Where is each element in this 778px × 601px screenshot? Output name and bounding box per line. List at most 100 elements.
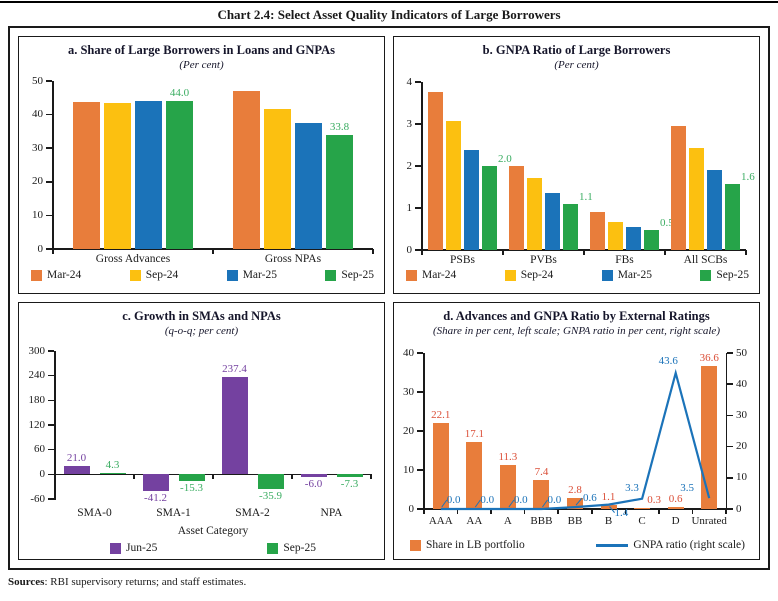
line-value-label: 0.0 — [446, 494, 461, 506]
bar-mar-25-1 — [545, 193, 560, 250]
y-axis-tick — [46, 147, 52, 149]
bar-sep-25-3 — [725, 184, 740, 250]
category-label: All SCBs — [683, 254, 728, 266]
y-axis-line — [423, 353, 425, 510]
y-tick-label: 4 — [406, 75, 413, 88]
bar-share-7 — [667, 506, 684, 509]
top-rule — [0, 1, 778, 3]
legend-label: Mar-24 — [47, 269, 82, 281]
y-tick-label: 1 — [406, 201, 413, 214]
x-axis-tick — [502, 250, 504, 255]
bar-mar-25-0 — [135, 101, 162, 249]
panel-d-advances-by-rating: d. Advances and GNPA Ratio by External R… — [393, 302, 760, 560]
legend-swatch — [504, 269, 516, 281]
bar-value-label: 1.1 — [579, 190, 593, 203]
x-axis-tick — [52, 249, 54, 254]
bar-sep-25-0 — [166, 101, 193, 249]
y-tick-label: 0 — [408, 502, 415, 515]
plot-area-d: 0 10 20 30 40 0 10 20 30 40 50 22.1 AAA 17.1 AA 11.3 A 7.… — [403, 347, 747, 528]
category-label: Gross Advances — [95, 253, 171, 265]
bar-mar-24-2 — [590, 211, 605, 250]
x-axis-tick — [691, 509, 694, 514]
x-axis-tick — [658, 509, 660, 514]
bar-value-label: 17.1 — [464, 428, 484, 441]
bar-value-label: 21.0 — [66, 451, 87, 464]
bar-sep-24-0 — [104, 103, 131, 249]
legend-item: Jun-25 — [110, 542, 157, 554]
y-axis-tick — [415, 123, 421, 125]
sources-note: Sources: RBI supervisory returns; and st… — [8, 576, 246, 588]
bar-mar-24-1 — [509, 166, 524, 250]
bar-jun-25-2 — [221, 376, 248, 475]
y-axis-tick — [48, 424, 54, 426]
y-axis-line — [421, 82, 423, 251]
bar-sep-24-2 — [608, 222, 623, 250]
y-axis-tick — [48, 374, 54, 377]
legend-swatch — [129, 269, 141, 281]
legend-swatch — [410, 539, 421, 551]
y-tick-label: 50 — [32, 74, 43, 87]
bar-value-label: 44.0 — [169, 87, 190, 100]
bar-value-label: 0.6 — [668, 492, 683, 505]
panel-c-subtitle: (q-o-q; per cent) — [164, 325, 239, 337]
x-axis-tick — [291, 474, 293, 480]
plot-area-c: -60 0 60 120 180 240 300 21.0 4.3 SMA-0 -41.2 -15.3… — [29, 345, 372, 519]
bar-value-label: 33.8 — [329, 121, 350, 134]
legend-swatch — [267, 542, 279, 554]
legend-swatch — [226, 269, 238, 281]
y-axis-tick — [417, 469, 423, 471]
right-tick-label: 40 — [736, 377, 747, 390]
y-axis-tick — [415, 207, 421, 209]
sources-text: : RBI supervisory returns; and staff est… — [44, 576, 247, 588]
legend-label: Share in LB portfolio — [426, 539, 525, 551]
line-value-label: 43.6 — [658, 354, 678, 367]
legend-label: Mar-24 — [422, 269, 457, 281]
panel-d-title: d. Advances and GNPA Ratio by External R… — [443, 309, 710, 323]
y-tick-label: 40 — [32, 108, 43, 121]
right-axis-tick — [727, 383, 733, 385]
bar-jun-25-3 — [300, 474, 327, 477]
legend-swatch — [325, 269, 337, 281]
panel-b-gnpa-ratio: b. GNPA Ratio of Large Borrowers (Per ce… — [393, 36, 760, 294]
legend: Mar-24 Sep-24 Mar-25 Sep-25 — [406, 269, 749, 281]
category-label: B — [604, 515, 613, 527]
bar-value-label: -7.3 — [340, 478, 359, 491]
right-axis-tick — [727, 414, 733, 417]
panel-d-subtitle: (Share in per cent, left scale; GNPA rat… — [433, 325, 720, 337]
y-axis-tick — [46, 113, 52, 116]
y-tick-label: 20 — [32, 175, 43, 188]
bar-value-label: -35.9 — [259, 490, 282, 503]
legend-item: Sep-25 — [325, 269, 374, 281]
bar-sep-25-0 — [99, 472, 126, 475]
gnpa-ratio-line — [440, 368, 711, 513]
y-tick-label: 3 — [406, 117, 413, 130]
right-tick-label: 10 — [736, 471, 747, 484]
plot-area-b: 0 1 2 3 4 2.0 PSBs 1.1 PVBs 0.5 FBs 1.6 All SCBs — [407, 76, 755, 267]
bar-share-0 — [432, 422, 449, 509]
bar-share-3 — [533, 480, 550, 509]
bar-value-label: 0.3 — [647, 493, 661, 506]
page-title: Chart 2.4: Select Asset Quality Indicato… — [217, 7, 561, 22]
legend-item: Share in LB portfolio — [410, 539, 525, 551]
bar-share-1 — [466, 442, 483, 509]
bar-sep-24-3 — [689, 148, 704, 250]
x-axis-title: Asset Category — [177, 525, 249, 537]
right-tick-label: 30 — [736, 408, 747, 421]
plot-area-a: 0 10 20 30 40 50 44.0 Gross Advances 33.8 Gross N… — [32, 75, 374, 265]
legend-item: GNPA ratio (right scale) — [596, 539, 745, 551]
legend-swatch — [700, 269, 712, 281]
y-axis-tick — [48, 473, 54, 476]
panel-a-share-of-large-borrowers: a. Share of Large Borrowers in Loans and… — [18, 36, 385, 294]
y-axis-tick — [48, 448, 54, 451]
bar-value-label: 1.6 — [741, 171, 755, 184]
legend-item: Mar-25 — [601, 269, 652, 281]
legend-item: Mar-24 — [406, 269, 456, 281]
legend-label: Sep-25 — [341, 269, 374, 281]
y-axis-tick — [415, 81, 421, 83]
bar-value-label: 2.0 — [498, 153, 512, 165]
y-tick-label: 2 — [406, 159, 413, 172]
line-value-label: 0.0 — [547, 494, 562, 506]
bar-value-label: 237.4 — [222, 362, 247, 375]
x-axis-tick — [664, 250, 666, 255]
y-tick-label: 20 — [403, 424, 414, 437]
